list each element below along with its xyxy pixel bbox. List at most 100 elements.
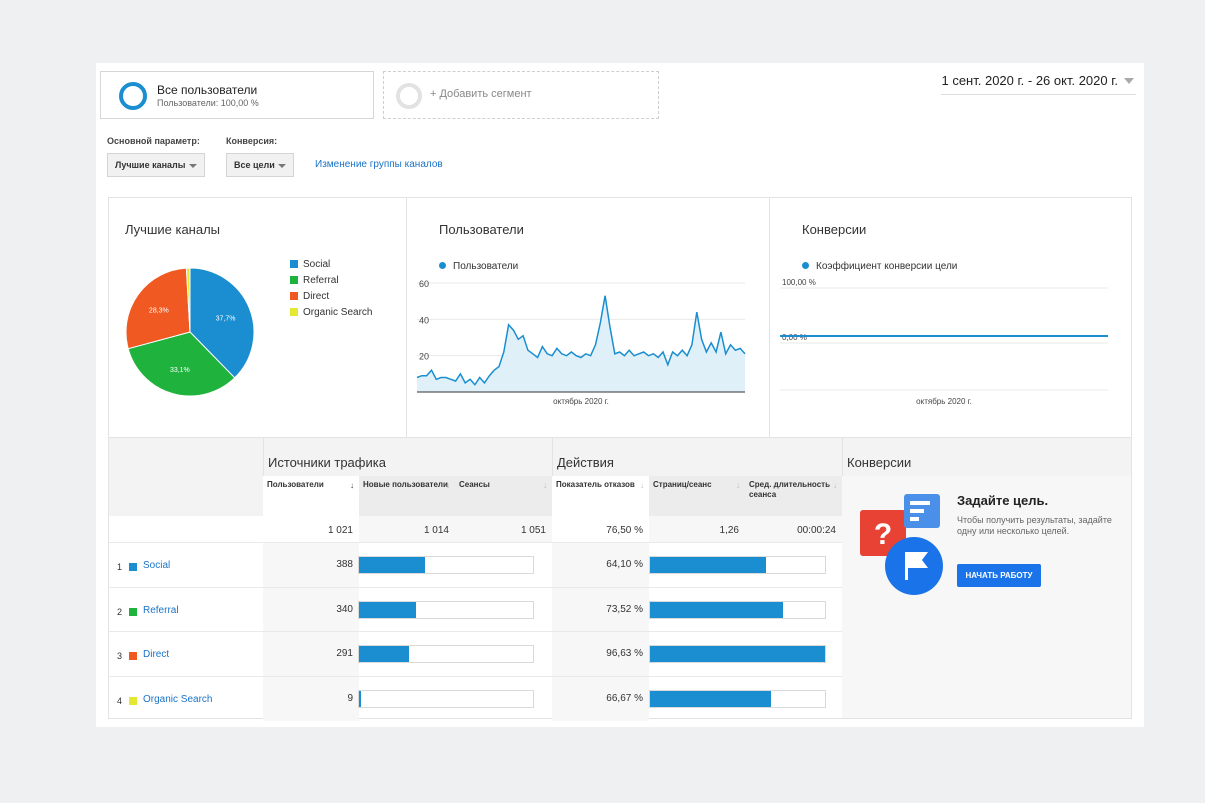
table-row: 4 Organic Search 9 66,67 % <box>109 675 842 721</box>
legend-swatch <box>290 260 298 268</box>
channel-link[interactable]: Social <box>143 560 171 571</box>
column-sessions-label: Сеансы <box>459 480 490 489</box>
column-header-channel <box>109 476 263 516</box>
users-legend: Пользователи <box>439 261 518 272</box>
total-duration: 00:00:24 <box>745 516 842 542</box>
start-button[interactable]: НАЧАТЬ РАБОТУ <box>957 564 1041 587</box>
column-new-users[interactable]: Новые пользователи ↓ <box>359 476 455 516</box>
column-duration-label: Сред. длительность сеанса <box>749 480 830 499</box>
channel-link[interactable]: Organic Search <box>143 693 213 705</box>
chevron-down-icon <box>189 164 197 168</box>
row-color-swatch <box>129 696 137 705</box>
column-duration[interactable]: Сред. длительность сеанса ↓ <box>745 476 842 516</box>
total-bounce: 76,50 % <box>606 525 643 536</box>
channels-table: Источники трафика Действия Конверсии Пол… <box>108 437 1132 721</box>
segment-empty-ring-icon <box>396 83 422 109</box>
total-sessions: 1 051 <box>455 516 552 542</box>
column-bounce-label: Показатель отказов <box>556 480 635 489</box>
bounce-bar-fill <box>650 646 825 662</box>
bounce-bar-fill <box>650 601 783 618</box>
analytics-report: Все пользователи Пользователи: 100,00 % … <box>96 63 1144 727</box>
legend-label: Social <box>303 259 331 270</box>
sort-icon: ↓ <box>736 481 740 490</box>
users-bar <box>358 556 534 574</box>
question-bubble-icon <box>860 510 906 556</box>
legend-dot-icon <box>802 262 809 269</box>
chevron-down-icon <box>278 164 286 168</box>
row-color-swatch <box>129 607 137 616</box>
users-bar <box>358 600 534 619</box>
users-bar <box>358 645 534 663</box>
pie-value-label: 37,7% <box>216 316 236 323</box>
conversions-title: Конверсии <box>802 222 867 237</box>
add-segment-button[interactable]: + Добавить сегмент <box>383 71 659 119</box>
pie-slice-referral[interactable] <box>127 331 236 397</box>
x-axis-label: октябрь 2020 г. <box>916 397 972 406</box>
conversion-value: Все цели <box>234 160 275 170</box>
users-bar-fill <box>359 601 417 618</box>
pie-slice-organic-search[interactable] <box>185 267 191 333</box>
users-series-name: Пользователи <box>453 261 519 272</box>
flag-pole <box>905 552 908 580</box>
group-actions: Действия <box>552 438 842 476</box>
column-users[interactable]: Пользователи ↓ <box>263 476 359 516</box>
bounce-value: 66,67 % <box>552 676 649 721</box>
channel-link[interactable]: Referral <box>143 604 179 616</box>
pie-legend-item: Referral <box>290 275 339 286</box>
sort-icon: ↓ <box>640 481 644 490</box>
pie-slice-direct[interactable] <box>125 267 191 350</box>
pie-legend-item: Social <box>290 259 330 270</box>
row-number: 3 <box>117 651 123 661</box>
group-conversions: Конверсии <box>842 438 1131 476</box>
chevron-down-icon <box>1124 78 1134 84</box>
y-tick-label: 100,00 % <box>782 278 816 287</box>
bounce-bar-fill <box>650 557 766 573</box>
charts-panel: Лучшие каналы 37,7% 33,1% 28,3% Social Refe… <box>108 197 1132 438</box>
main-param-value: Лучшие каналы <box>115 160 186 170</box>
add-segment-label: + Добавить сегмент <box>430 88 532 100</box>
conversion-line-chart: 100,00 % 0,00 % октябрь 2020 г. <box>780 278 1108 406</box>
users-bar-fill <box>359 690 361 707</box>
x-axis-label: октябрь 2020 г. <box>553 397 609 406</box>
segment-all-users[interactable]: Все пользователи Пользователи: 100,00 % <box>100 71 374 119</box>
table-row: 1 Social 388 64,10 % <box>109 542 842 587</box>
row-number: 2 <box>117 606 123 617</box>
users-value: 9 <box>263 676 359 721</box>
legend-swatch <box>290 292 298 300</box>
y-tick-label: 20 <box>419 352 429 362</box>
main-param-dropdown[interactable]: Лучшие каналы <box>107 153 205 177</box>
legend-label: Organic Search <box>303 307 373 318</box>
users-value: 340 <box>263 587 359 632</box>
users-bar <box>358 689 534 708</box>
goal-illustration: ? <box>860 494 943 595</box>
legend-swatch <box>290 308 298 316</box>
column-pages[interactable]: Страниц/сеанс ↓ <box>649 476 745 516</box>
total-users: 1 021 <box>327 525 353 536</box>
conversion-legend: Коэффициент конверсии цели <box>802 261 957 272</box>
row-number: 1 <box>117 562 123 572</box>
bounce-bar <box>649 689 826 708</box>
total-pages: 1,26 <box>649 516 745 542</box>
sort-icon: ↓ <box>543 481 547 490</box>
change-channel-group-link[interactable]: Изменение группы каналов <box>315 159 443 170</box>
pie-value-label: 33,1% <box>170 367 190 374</box>
pie-slice-social[interactable] <box>189 267 255 379</box>
users-series-line[interactable] <box>416 295 746 386</box>
flag-icon <box>908 552 928 568</box>
row-number: 4 <box>117 695 123 706</box>
date-range-text: 1 сент. 2020 г. - 26 окт. 2020 г. <box>941 73 1118 88</box>
legend-label: Direct <box>303 291 330 302</box>
users-line-chart: 60 40 20 октябрь 2020 г. <box>416 279 746 406</box>
sort-icon: ↓ <box>446 481 450 490</box>
date-range-picker[interactable]: 1 сент. 2020 г. - 26 окт. 2020 г. <box>941 73 1136 95</box>
users-value: 291 <box>263 632 359 676</box>
column-sessions[interactable]: Сеансы ↓ <box>455 476 552 516</box>
channel-link[interactable]: Direct <box>143 649 170 660</box>
channels-pie-chart: 37,7% 33,1% 28,3% <box>125 267 255 397</box>
column-bounce[interactable]: Показатель отказов ↓ <box>552 476 649 516</box>
table-header-empty <box>109 438 263 476</box>
legend-dot-icon <box>439 262 446 269</box>
legend-label: Referral <box>303 275 339 286</box>
channels-panel: Лучшие каналы 37,7% 33,1% 28,3% Social Refe… <box>109 198 406 438</box>
conversion-dropdown[interactable]: Все цели <box>226 153 294 177</box>
